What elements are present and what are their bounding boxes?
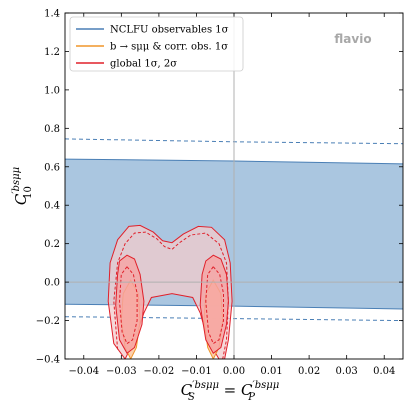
y-tick-label: 1.4 — [44, 9, 60, 20]
global-1sigma-contour-1 — [115, 254, 145, 354]
x-tick-label: −0.04 — [68, 366, 99, 377]
y-axis: −0.4 −0.2 0.0 0.2 0.4 0.6 0.8 1.0 1.2 1.4 — [36, 9, 403, 366]
y-tick-label: 0.4 — [44, 201, 60, 212]
y-tick-label: 0.6 — [44, 162, 60, 173]
legend-entry-label: NCLFU observables 1σ — [110, 25, 229, 36]
y-tick-label: 0.8 — [44, 124, 60, 135]
x-tick-label: 0.04 — [373, 366, 395, 377]
x-axis: −0.04 −0.03 −0.02 −0.01 0.00 0.01 0.02 0.03 0.04 — [68, 13, 395, 377]
y-tick-label: 0.0 — [44, 278, 60, 289]
legend: NCLFU observables 1σ b → sμμ & corr. obs.… — [69, 16, 244, 72]
y-tick-label: 0.2 — [44, 239, 60, 250]
legend-entry-label: global 1σ, 2σ — [110, 59, 177, 70]
legend-entry-label: b → sμμ & corr. obs. 1σ — [110, 42, 228, 53]
y-tick-label: 1.2 — [44, 47, 60, 58]
watermark-flavio: flavio — [334, 32, 371, 46]
x-axis-label: C′bsμμ S = C′bsμμ P — [181, 380, 280, 403]
y-axis-label: C′bsμμ10 — [11, 167, 34, 205]
x-tick-label: 0.02 — [298, 366, 320, 377]
x-tick-label: −0.02 — [144, 366, 175, 377]
x-tick-label: −0.01 — [181, 366, 212, 377]
global-1sigma-dashed-2 — [205, 265, 224, 345]
x-tick-label: 0.00 — [223, 366, 245, 377]
x-tick-label: 0.03 — [336, 366, 358, 377]
x-tick-label: 0.01 — [260, 366, 282, 377]
plot-area — [65, 13, 403, 359]
y-axis-label-text: C′bsμμ10 — [11, 167, 34, 205]
x-tick-label: −0.03 — [106, 366, 137, 377]
x-axis-label-text: C′bsμμ S = C′bsμμ P — [181, 380, 280, 403]
y-tick-label: 1.0 — [44, 85, 60, 96]
global-2sigma-dashed — [113, 231, 229, 359]
global-1sigma-contour-2 — [199, 254, 229, 354]
y-tick-label: −0.4 — [36, 355, 60, 366]
legend-box — [69, 16, 244, 72]
y-tick-label: −0.2 — [36, 316, 60, 327]
